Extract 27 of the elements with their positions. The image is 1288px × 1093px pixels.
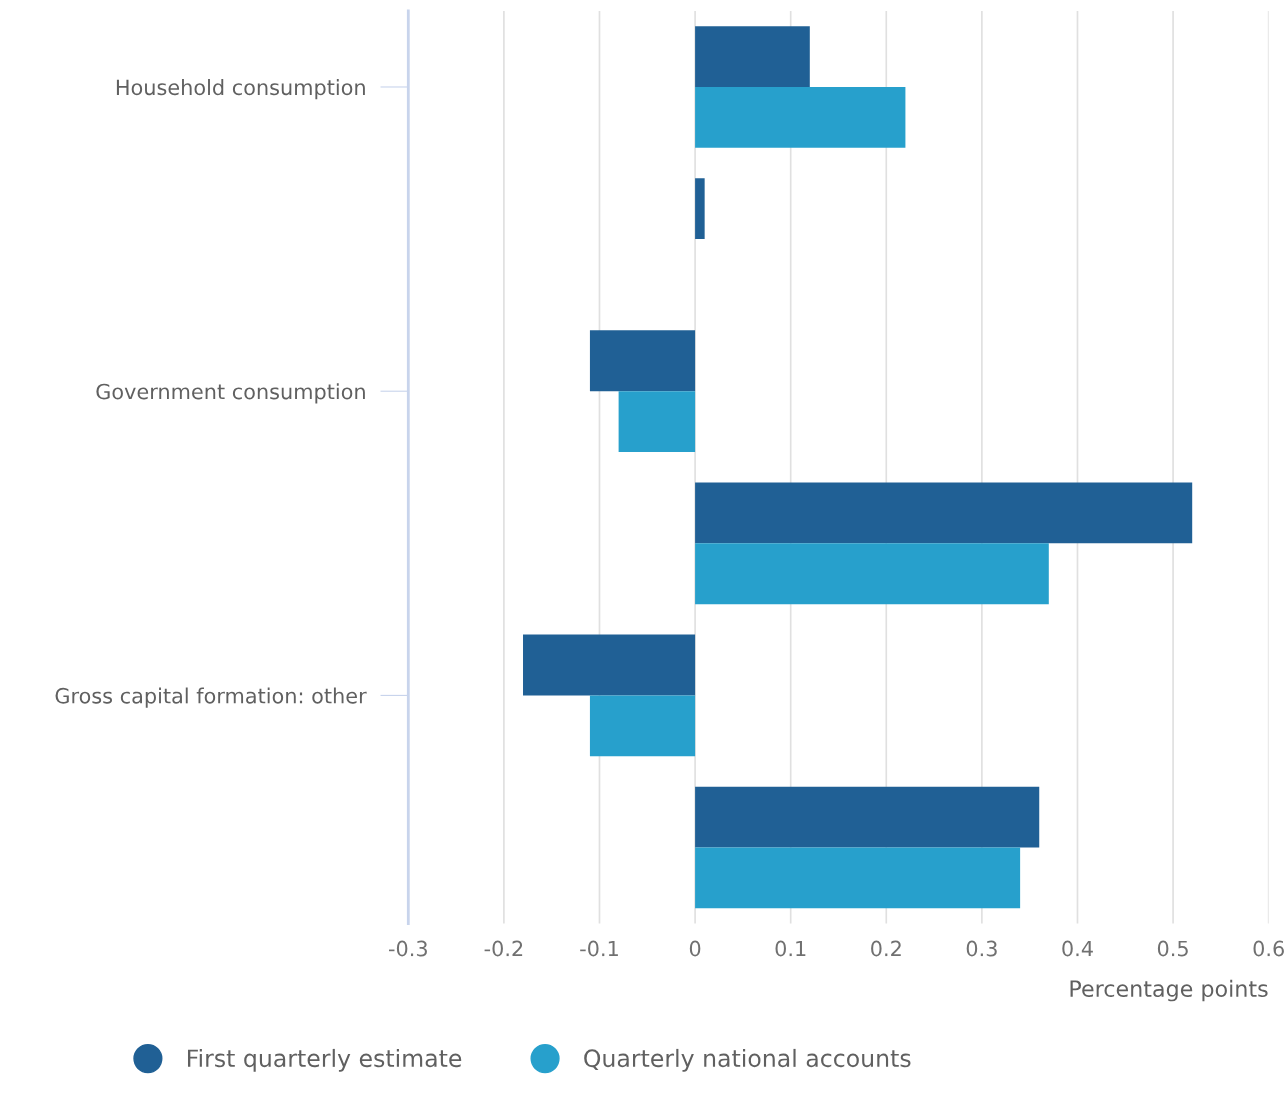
bar bbox=[695, 26, 810, 87]
bar bbox=[695, 543, 1049, 605]
y-tick-label: Household consumption bbox=[116, 79, 365, 100]
bar bbox=[695, 86, 906, 148]
legend-label: Quarterly national accounts bbox=[584, 1048, 911, 1072]
x-tick-label: 0.4 bbox=[1062, 940, 1093, 957]
bar bbox=[695, 178, 705, 240]
x-tick-label: 0.5 bbox=[1157, 940, 1188, 957]
bar bbox=[618, 391, 696, 453]
bar bbox=[695, 482, 1193, 544]
y-tick-label: Government consumption bbox=[96, 383, 365, 404]
x-axis-title: Percentage points bbox=[1070, 979, 1268, 1002]
x-tick-label: -0.1 bbox=[580, 940, 618, 957]
x-tick-label: 0.1 bbox=[775, 940, 806, 957]
x-tick-label: 0.6 bbox=[1253, 940, 1284, 957]
x-tick-label: 0.3 bbox=[966, 940, 997, 957]
y-tick-label: Gross capital formation: other bbox=[55, 687, 367, 708]
x-tick-label: -0.2 bbox=[484, 940, 523, 957]
x-tick-label: -0.3 bbox=[388, 940, 427, 957]
bar bbox=[695, 847, 1021, 909]
bar bbox=[523, 634, 696, 696]
bar bbox=[695, 786, 1040, 848]
legend-label: First quarterly estimate bbox=[188, 1048, 462, 1072]
x-tick-label: 0.2 bbox=[871, 940, 901, 957]
bar bbox=[589, 695, 696, 757]
bar bbox=[589, 330, 696, 392]
x-tick-label: 0 bbox=[689, 940, 701, 957]
